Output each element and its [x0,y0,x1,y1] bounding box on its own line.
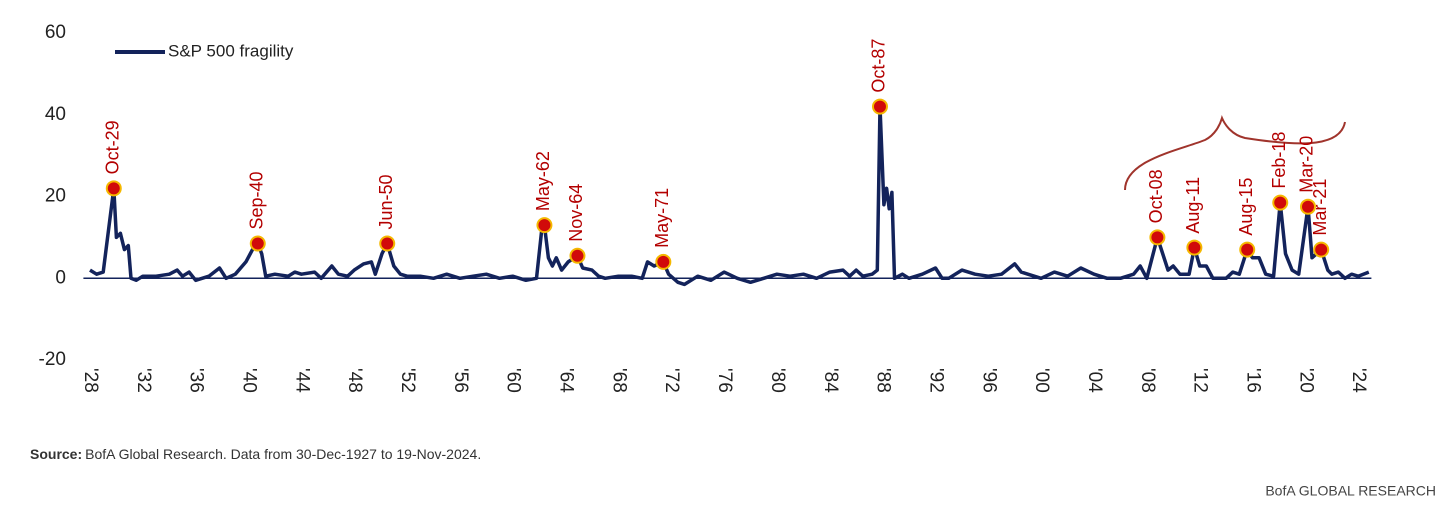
event-marker [871,98,888,115]
y-tick-label: 0 [55,267,66,288]
y-tick-label: 20 [45,186,66,207]
x-tick-label: '36 [186,368,207,393]
legend-label: S&P 500 fragility [168,41,294,60]
event-label: May-71 [652,188,672,248]
x-tick-label: '52 [397,368,418,393]
event-marker [1272,194,1289,211]
event-label: Aug-15 [1236,178,1256,236]
event-marker [536,217,553,234]
group-brace [1124,115,1346,191]
x-tick-label: '44 [291,368,312,393]
x-tick-label: '00 [1031,368,1052,393]
x-tick-label: '96 [978,368,999,393]
x-tick-label: '08 [1137,368,1158,393]
event-marker [569,247,586,264]
event-label: May-62 [533,151,553,211]
x-tick-label: '12 [1190,368,1211,393]
x-tick-label: '16 [1242,368,1263,393]
event-label: Nov-64 [566,184,586,242]
event-label: Jun-50 [376,174,396,229]
x-tick-label: '24 [1348,368,1369,393]
event-marker [379,235,396,252]
source-text: BofA Global Research. Data from 30-Dec-1… [85,446,481,462]
x-tick-label: '32 [133,368,154,393]
footer: BofA GLOBAL RESEARCH [1265,483,1436,499]
x-tick-label: '48 [344,368,365,393]
event-marker [1149,229,1166,246]
x-tick-label: '56 [450,368,471,393]
x-tick-label: '76 [714,368,735,393]
x-tick-label: '92 [925,368,946,393]
event-marker [1299,198,1316,215]
event-label: Sep-40 [247,171,267,229]
event-label: Aug-11 [1183,177,1203,234]
y-tick-label: 60 [45,22,66,43]
x-tick-label: '80 [767,368,788,393]
event-label: Mar-21 [1310,179,1330,236]
event-marker [1239,241,1256,258]
source-label: Source: [30,446,82,462]
event-label: Mar-20 [1297,136,1317,193]
x-tick-label: '88 [873,368,894,393]
source: Source: BofA Global Research. Data from 3… [30,446,481,462]
x-tick-label: '68 [608,368,629,393]
event-marker [105,180,122,197]
series-line [89,104,1370,287]
event-label: Feb-18 [1269,132,1289,189]
x-tick-label: '28 [80,368,101,393]
x-tick-label: '40 [239,368,260,393]
event-marker [1313,241,1330,258]
y-tick-label: 40 [45,104,66,125]
x-tick-label: '60 [503,368,524,393]
x-tick-label: '64 [556,368,577,393]
event-label: Oct-08 [1146,169,1166,223]
y-tick-label: -20 [39,349,66,370]
x-tick-label: '72 [661,368,682,393]
event-marker [249,235,266,252]
event-marker [655,253,672,270]
x-tick-label: '84 [820,368,841,393]
event-label: Oct-87 [869,39,889,93]
x-tick-label: '20 [1295,368,1316,393]
x-tick-label: '04 [1084,368,1105,393]
event-marker [1186,239,1203,256]
event-label: Oct-29 [103,120,123,174]
